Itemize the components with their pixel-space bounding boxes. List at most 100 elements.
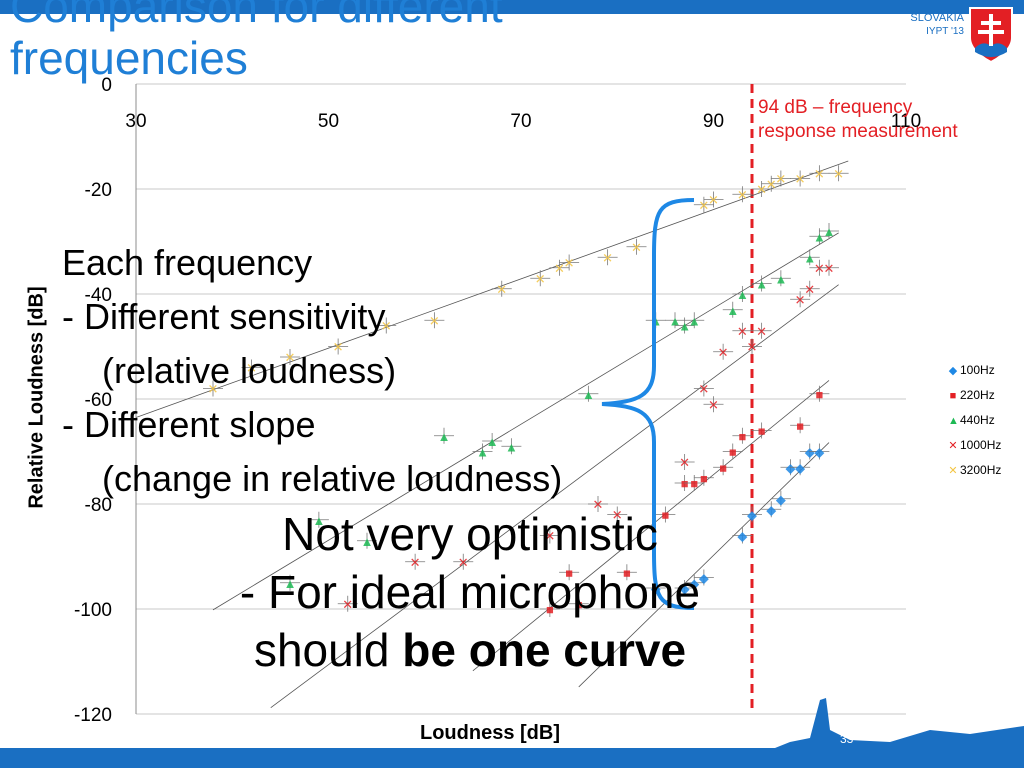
point-marker: ◆	[737, 529, 747, 544]
data-point: ◆	[742, 506, 762, 523]
point-marker: ■	[546, 602, 554, 617]
event-name: IYPT '13	[926, 26, 964, 37]
data-point: ✕	[280, 349, 300, 365]
point-marker: ◆	[776, 492, 786, 507]
legend-label: 220Hz	[960, 388, 995, 402]
data-point: ✕	[809, 165, 830, 182]
data-point: ▲	[732, 286, 753, 302]
point-marker: ✕	[747, 340, 758, 355]
point-marker: ✕	[333, 340, 344, 355]
point-marker: ✕	[718, 345, 729, 360]
legend-item: ◆ 100Hz	[948, 358, 1001, 383]
point-marker: ■	[681, 476, 689, 491]
point-marker: ✕	[833, 166, 844, 181]
point-marker: ▲	[823, 224, 836, 239]
data-point: ✕	[530, 270, 551, 287]
data-point: ✕	[405, 553, 426, 570]
data-point: ✕	[799, 280, 820, 297]
point-marker: ✕	[698, 382, 709, 397]
data-point: ✕	[674, 454, 695, 470]
conclusion-bold: be one curve	[402, 624, 687, 676]
top-bar	[0, 0, 1024, 14]
x-tick-label: 70	[510, 111, 531, 132]
point-marker: ■	[690, 476, 698, 491]
data-point: ✕	[328, 338, 349, 355]
chart-grid	[135, 83, 906, 715]
bullet-item: - Different slope	[62, 404, 316, 445]
data-point: ✕	[559, 254, 580, 271]
legend-label: 3200Hz	[960, 463, 1002, 477]
point-marker: ✕	[679, 455, 690, 470]
point-marker: ✕	[535, 271, 546, 286]
data-marks: ◆ ◆ ◆ ◆◆◆ ◆◆◆ ◆◆ ◆■■■■■■ ■ ■■■■ ■ ■■▲▲▲▲▲▲ ▲▲▲ ▲▲▲▲▲…	[203, 165, 849, 617]
point-marker: ✕	[208, 382, 219, 397]
point-marker: ✕	[602, 250, 613, 265]
point-marker: ◆	[814, 445, 824, 460]
data-point: ▲	[434, 427, 454, 444]
point-marker: ✕	[285, 350, 296, 365]
point-marker: ✕	[429, 313, 440, 328]
square-marker-icon: ■	[949, 390, 957, 402]
y-tick-label: 0	[101, 75, 112, 96]
point-marker: ▲	[803, 250, 816, 265]
point-marker: ◆	[680, 581, 690, 596]
x-tick-label: 30	[125, 111, 146, 132]
conclusion-line: Not very optimistic	[282, 508, 658, 560]
data-point: ✕	[751, 322, 772, 339]
point-marker: ◆	[699, 571, 709, 586]
data-point: ▲	[357, 532, 377, 549]
point-marker: ■	[758, 424, 766, 439]
data-point: ✕	[626, 238, 647, 255]
point-marker: ✕	[631, 240, 642, 255]
point-marker: ✕	[804, 282, 815, 297]
data-point: ✕	[713, 343, 734, 360]
legend-item: ✕ 3200Hz	[948, 458, 1001, 483]
point-marker: ✕	[708, 397, 719, 412]
data-point: ✕	[337, 595, 358, 612]
point-marker: ■	[700, 471, 708, 486]
y-axis-label: Relative Loudness [dB]	[25, 286, 48, 509]
bottom-bar	[0, 748, 1024, 768]
conclusion-text: Not very optimistic - For ideal micropho…	[140, 505, 800, 679]
data-point: ■	[568, 595, 589, 612]
data-point: ▲	[482, 433, 503, 449]
point-marker: ✕	[814, 261, 825, 276]
data-point: ▲	[501, 438, 522, 455]
data-point: ✕	[588, 496, 608, 512]
point-marker: ◆	[805, 445, 815, 460]
point-marker: ▲	[438, 429, 451, 444]
data-point: ✕	[819, 259, 839, 276]
point-marker: ✕	[737, 324, 748, 339]
y-tick-label: -100	[74, 600, 112, 621]
brand-block: SLOVAKIA IYPT '13	[910, 12, 964, 38]
slide-title: Comparison for different frequencies	[10, 0, 503, 84]
data-point: ✕	[732, 186, 753, 203]
data-point: ■	[713, 459, 734, 476]
cross-marker-icon: ✕	[948, 465, 958, 477]
mountain-decoration-icon	[770, 698, 1024, 750]
data-point: ✕	[790, 291, 811, 308]
point-marker: ✕	[708, 193, 719, 208]
tick-labels: 0 -20 -40 -60 -80 -100 -120 30 50 70 90 110	[74, 75, 921, 726]
point-marker: ▲	[755, 277, 768, 292]
y-tick-label: -120	[74, 705, 112, 726]
point-marker: ■	[738, 429, 746, 444]
data-point: ▲	[770, 270, 791, 287]
fit-line-3200Hz	[135, 160, 849, 418]
x-tick-label: 50	[318, 111, 339, 132]
brand-name: SLOVAKIA	[910, 12, 964, 24]
point-marker: ▲	[774, 271, 787, 286]
data-point: ▲	[280, 574, 300, 591]
point-marker: ▲	[486, 434, 499, 449]
data-point: ▲	[722, 301, 743, 318]
data-point: ✕	[607, 506, 628, 523]
point-marker: ✕	[554, 261, 565, 276]
point-marker: ✕	[824, 261, 835, 276]
point-marker: ■	[815, 387, 823, 402]
data-point: ✕	[424, 312, 445, 329]
curly-brace-icon	[601, 198, 695, 610]
data-point: ▲	[665, 312, 685, 329]
point-marker: ✕	[410, 555, 421, 570]
y-tick-label: -80	[85, 495, 112, 516]
point-marker: ■	[661, 508, 669, 523]
